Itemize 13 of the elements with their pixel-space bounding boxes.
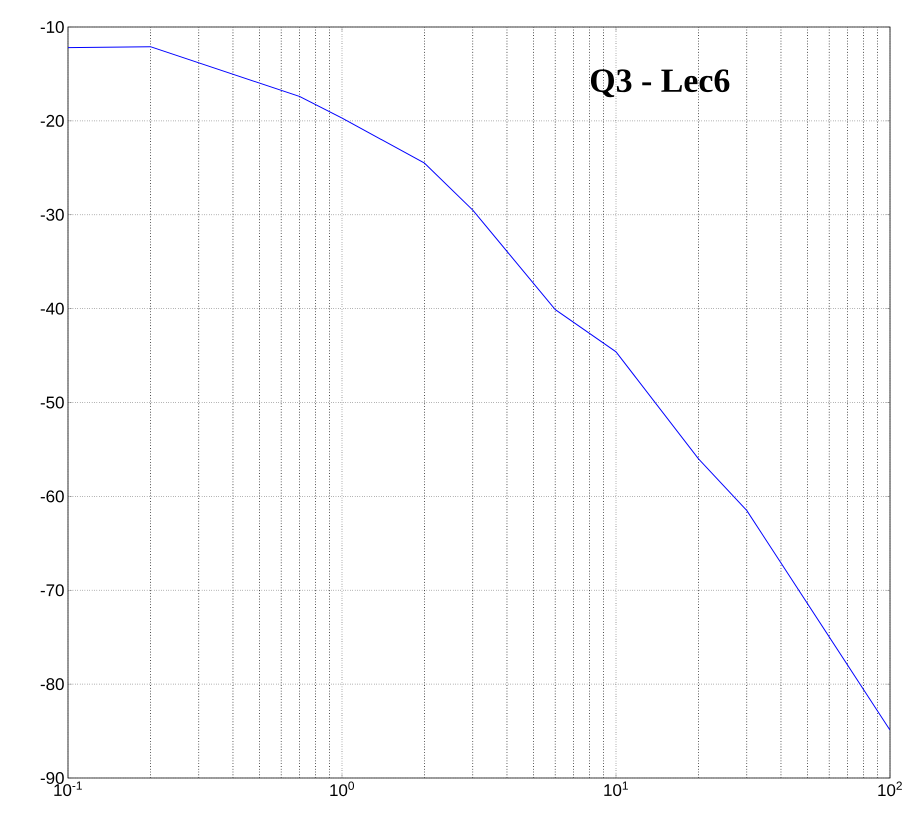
y-tick-label: -70 xyxy=(40,584,64,596)
annotation: Q3 - Lec6 xyxy=(590,69,730,98)
y-tick-label: -50 xyxy=(40,396,64,408)
y-tick-label: -30 xyxy=(40,208,64,221)
x-tick-label: 10$^{0}$ xyxy=(330,782,354,796)
y-tick-label: -80 xyxy=(40,678,64,690)
x-tick-label: 10$^{1}$ xyxy=(604,782,628,796)
y-tick-label: -60 xyxy=(40,490,64,502)
y-tick-label: -90 xyxy=(40,772,64,784)
y-tick-label: -40 xyxy=(40,302,64,315)
y-tick-label: -10 xyxy=(40,21,64,33)
y-tick-label: -20 xyxy=(40,114,64,127)
x-tick-label: 10$^{2}$ xyxy=(878,782,902,796)
